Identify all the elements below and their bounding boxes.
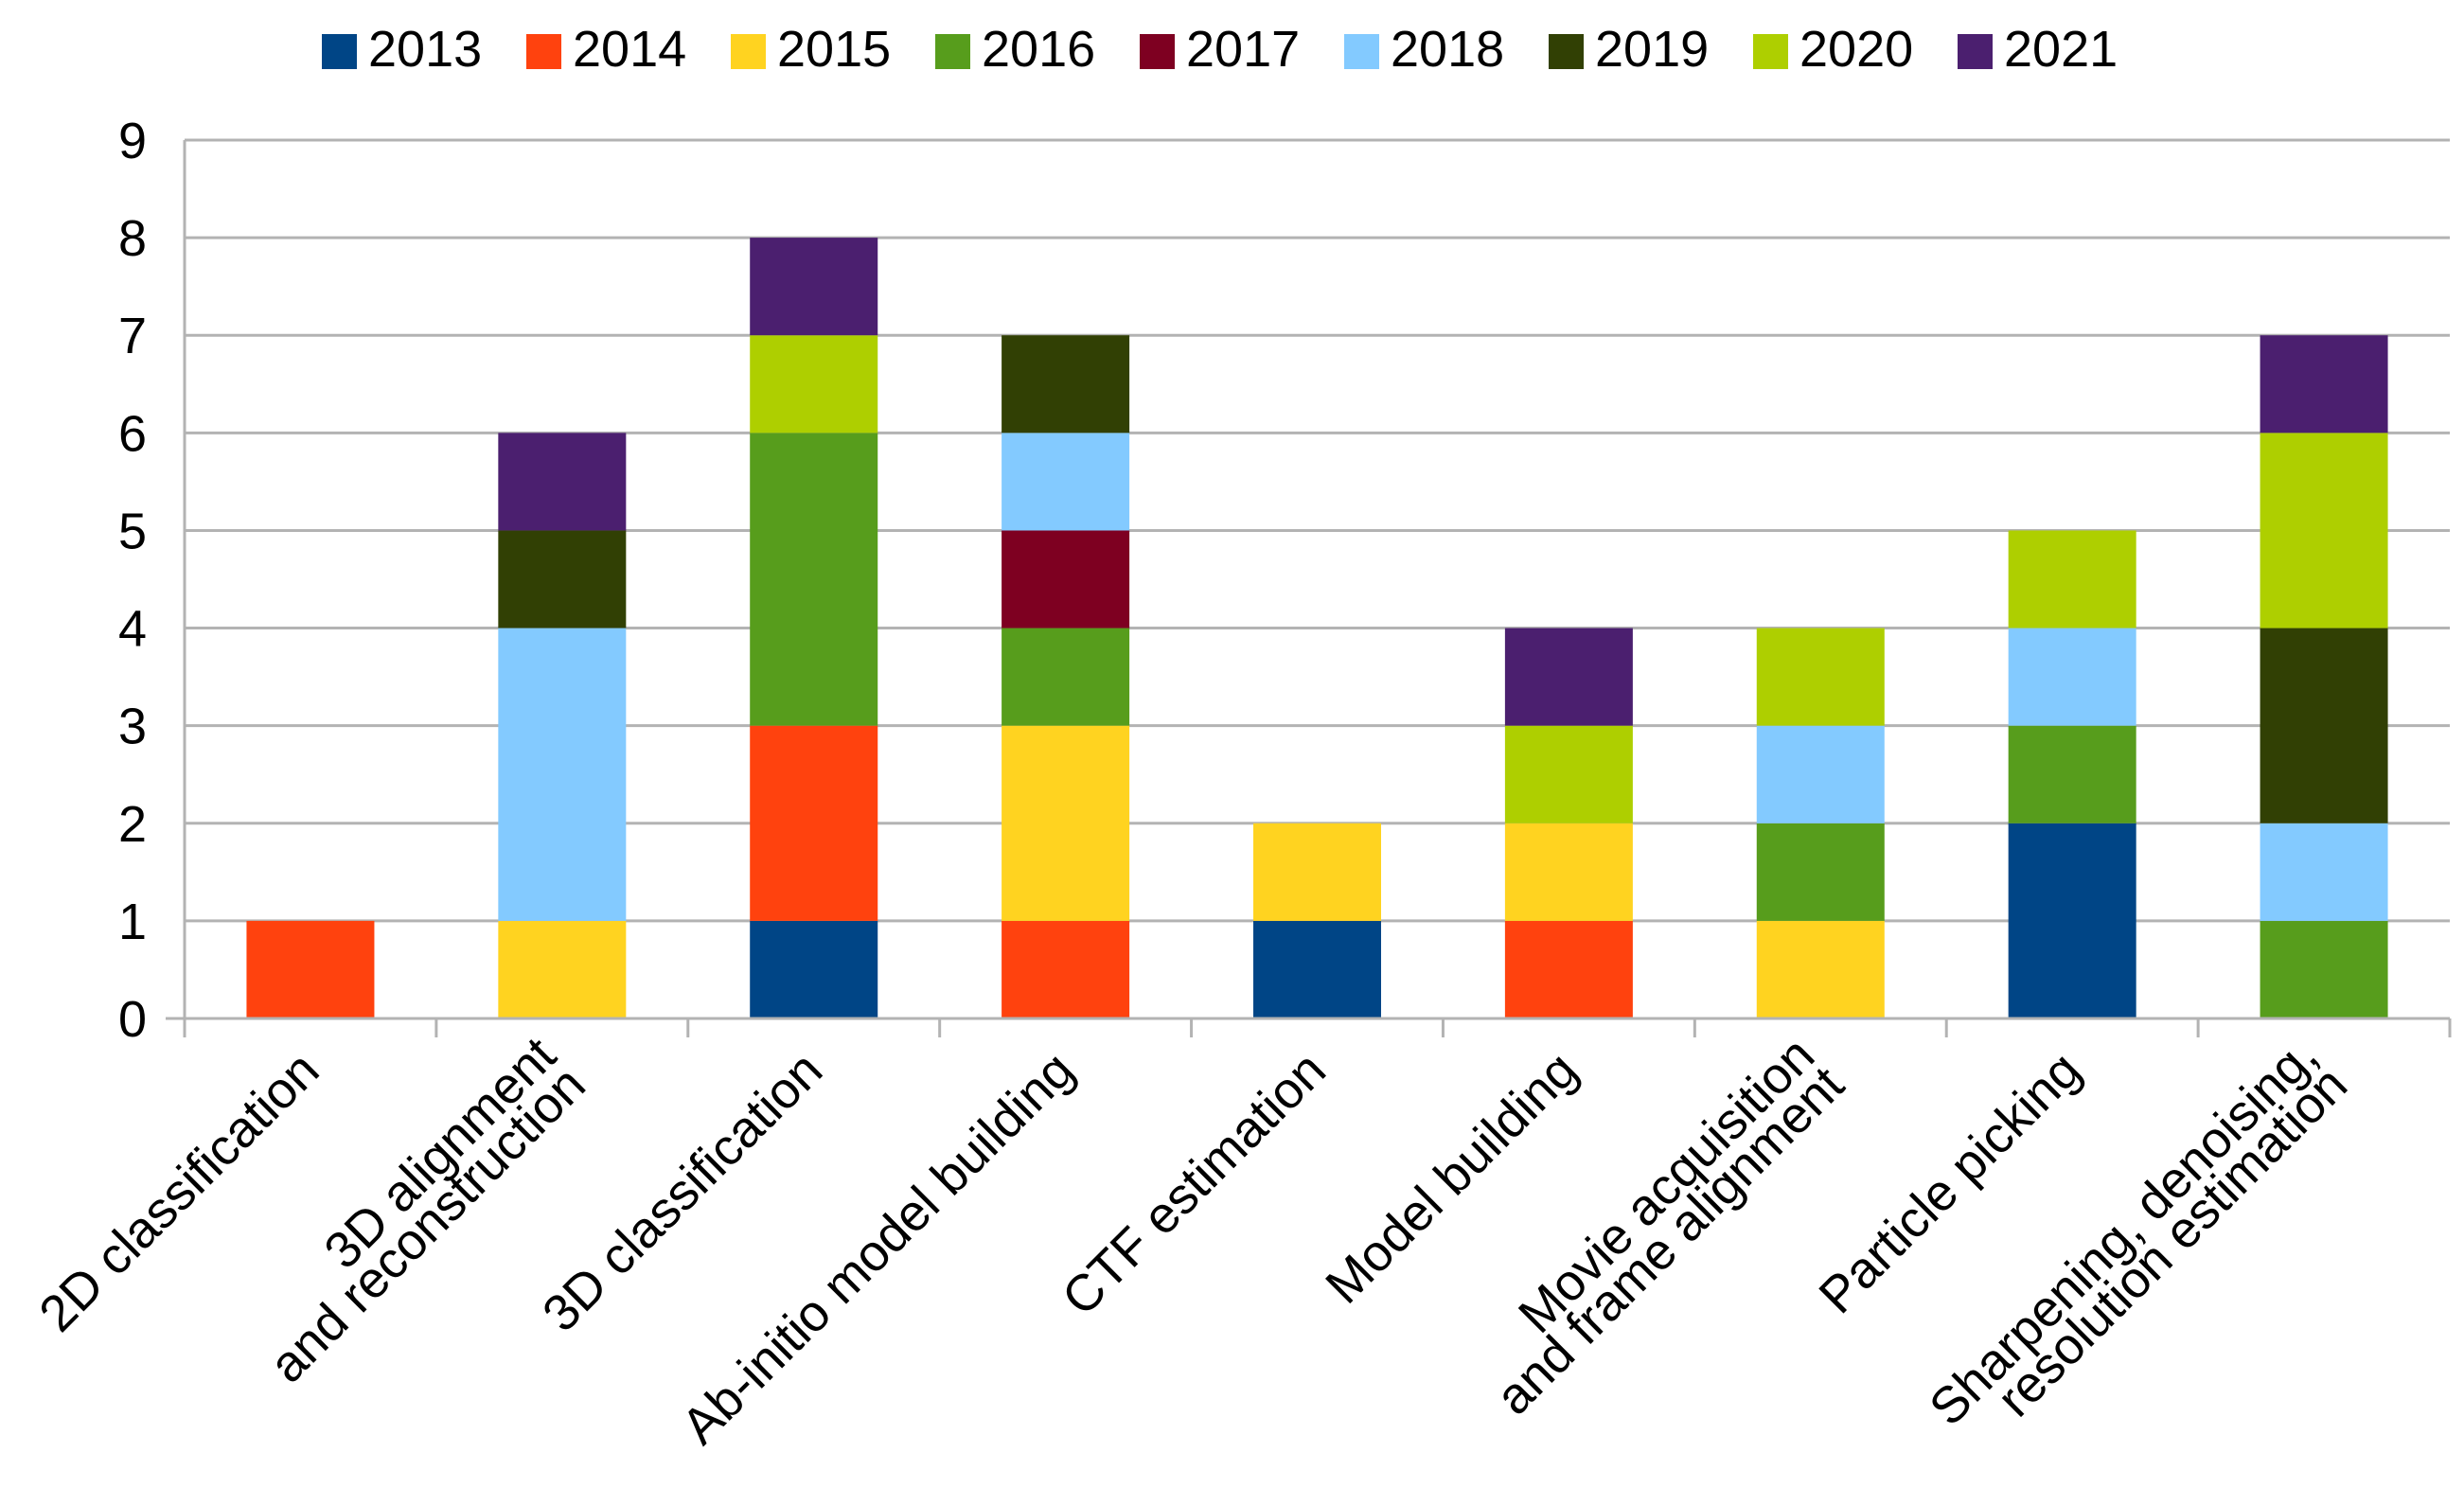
bar-sharpening-denoising-resolution-estimation-2021 — [2260, 335, 2388, 434]
legend-label-2017: 2017 — [1186, 21, 1300, 78]
legend-swatch-2017 — [1140, 34, 1175, 69]
bar-particle-picking-2013 — [2008, 823, 2136, 1018]
bar-3d-classification-2013 — [750, 920, 878, 1018]
legend-swatch-2018 — [1344, 34, 1379, 69]
bar-model-building-2021 — [1504, 628, 1633, 726]
bar-particle-picking-2016 — [2008, 725, 2136, 823]
bar-ctf-estimation-2013 — [1253, 920, 1381, 1018]
bar-3d-alignment-and-reconstruction-2015 — [498, 920, 627, 1018]
bar-3d-alignment-and-reconstruction-2019 — [498, 530, 627, 629]
legend-label-2013: 2013 — [368, 21, 482, 78]
bar-model-building-2020 — [1504, 725, 1633, 823]
legend-swatch-2015 — [731, 34, 766, 69]
bars — [246, 238, 2388, 1018]
bar-ab-initio-model-building-2014 — [1002, 920, 1130, 1018]
bar-sharpening-denoising-resolution-estimation-2018 — [2260, 823, 2388, 921]
legend-label-2020: 2020 — [1799, 21, 1913, 78]
x-category-label-ctf-estimation: CTF estimation — [1052, 1041, 1337, 1326]
bar-particle-picking-2020 — [2008, 530, 2136, 629]
x-category-label-line: 2D classification — [28, 1041, 329, 1342]
y-tick-label-8: 8 — [118, 210, 147, 267]
x-category-label-sharpening-denoising-resolution-estimation: Sharpening, denoising,resolution estimat… — [1919, 1027, 2358, 1466]
bar-3d-alignment-and-reconstruction-2021 — [498, 433, 627, 531]
legend-label-2018: 2018 — [1391, 21, 1504, 78]
y-tick-label-3: 3 — [118, 699, 147, 755]
bar-sharpening-denoising-resolution-estimation-2016 — [2260, 920, 2388, 1018]
y-tick-label-7: 7 — [118, 308, 147, 364]
axes — [166, 140, 2452, 1037]
legend-swatch-2019 — [1549, 34, 1584, 69]
legend-label-2021: 2021 — [2004, 21, 2118, 78]
bar-movie-acquisition-and-frame-alignment-2018 — [1756, 725, 1885, 823]
y-axis-tick-labels: 0 1 2 3 4 5 6 7 8 9 — [118, 113, 147, 1048]
x-category-label-line: Sharpening, denoising, — [1919, 1027, 2329, 1437]
legend-swatch-2014 — [526, 34, 561, 69]
x-category-label-line: and reconstruction — [258, 1056, 596, 1394]
bar-ab-initio-model-building-2018 — [1002, 433, 1130, 531]
legend-swatch-2021 — [1958, 34, 1993, 69]
y-tick-label-5: 5 — [118, 503, 147, 559]
y-tick-label-6: 6 — [118, 405, 147, 462]
bar-ab-initio-model-building-2015 — [1002, 725, 1130, 921]
bar-ab-initio-model-building-2019 — [1002, 335, 1130, 434]
x-category-label-line: CTF estimation — [1052, 1041, 1337, 1326]
bar-ctf-estimation-2015 — [1253, 823, 1381, 921]
y-tick-label-4: 4 — [118, 601, 147, 658]
legend-swatch-2013 — [322, 34, 357, 69]
bar-sharpening-denoising-resolution-estimation-2019 — [2260, 628, 2388, 823]
y-tick-label-2: 2 — [118, 796, 147, 853]
bar-particle-picking-2018 — [2008, 628, 2136, 726]
legend: 2013 2014 2015 2016 2017 2018 2019 2020 2021 — [322, 21, 2118, 78]
legend-swatch-2020 — [1753, 34, 1788, 69]
bar-3d-classification-2020 — [750, 335, 878, 434]
y-tick-label-1: 1 — [118, 894, 147, 950]
bar-ab-initio-model-building-2016 — [1002, 628, 1130, 726]
legend-label-2019: 2019 — [1595, 21, 1709, 78]
bar-2d-classification-2014 — [246, 920, 375, 1018]
legend-label-2014: 2014 — [573, 21, 686, 78]
bar-3d-alignment-and-reconstruction-2018 — [498, 628, 627, 921]
y-tick-label-0: 0 — [118, 991, 147, 1048]
bar-movie-acquisition-and-frame-alignment-2016 — [1756, 823, 1885, 921]
bar-3d-classification-2014 — [750, 725, 878, 921]
legend-swatch-2016 — [935, 34, 970, 69]
bar-movie-acquisition-and-frame-alignment-2020 — [1756, 628, 1885, 726]
y-tick-label-9: 9 — [118, 113, 147, 169]
bar-model-building-2015 — [1504, 823, 1633, 921]
x-category-label-2d-classification: 2D classification — [28, 1041, 329, 1342]
legend-label-2015: 2015 — [777, 21, 891, 78]
bar-model-building-2014 — [1504, 920, 1633, 1018]
bar-3d-classification-2021 — [750, 238, 878, 336]
bar-movie-acquisition-and-frame-alignment-2015 — [1756, 920, 1885, 1018]
bar-sharpening-denoising-resolution-estimation-2020 — [2260, 433, 2388, 629]
legend-label-2016: 2016 — [982, 21, 1095, 78]
bar-3d-classification-2016 — [750, 433, 878, 726]
bar-ab-initio-model-building-2017 — [1002, 530, 1130, 629]
